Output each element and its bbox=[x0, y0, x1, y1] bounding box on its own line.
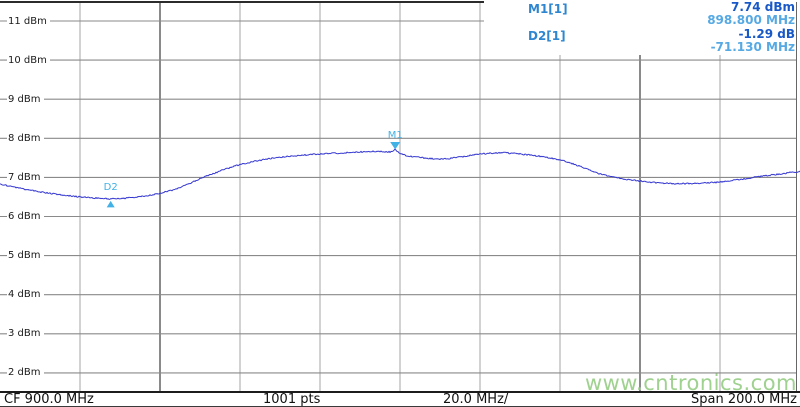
trace-line bbox=[0, 148, 800, 200]
y-axis-label: 7 dBm bbox=[7, 170, 44, 184]
y-axis-label: 4 dBm bbox=[7, 288, 44, 302]
marker-d2-amplitude: -1.29 dB bbox=[737, 27, 796, 41]
trace-marker-label-m1[interactable]: M1 bbox=[387, 129, 403, 141]
marker-m1-icon bbox=[390, 141, 401, 150]
y-axis-label: 8 dBm bbox=[7, 131, 44, 145]
y-axis-label: 9 dBm bbox=[7, 92, 44, 106]
y-axis-label: 2 dBm bbox=[7, 366, 44, 380]
marker-d2-name[interactable]: D2[1] bbox=[526, 29, 568, 43]
watermark-text: www.cntronics.com bbox=[584, 371, 797, 395]
marker-d2-icon bbox=[106, 200, 115, 208]
center-frequency-field[interactable]: CF 900.0 MHz bbox=[4, 392, 94, 407]
marker-m1-amplitude: 7.74 dBm bbox=[729, 0, 796, 14]
y-axis-label: 5 dBm bbox=[7, 249, 44, 263]
trace-marker-label-d2[interactable]: D2 bbox=[103, 182, 118, 194]
marker-m1-frequency: 898.800 MHz bbox=[706, 13, 796, 27]
y-axis-label: 10 dBm bbox=[7, 53, 50, 67]
span-field[interactable]: Span 200.0 MHz bbox=[690, 392, 797, 407]
marker-m1-name[interactable]: M1[1] bbox=[526, 2, 570, 16]
y-axis-label: 11 dBm bbox=[7, 14, 50, 28]
sweep-points-field[interactable]: 1001 pts bbox=[263, 392, 321, 407]
status-bar: CF 900.0 MHz 1001 pts 20.0 MHz/ Span 200… bbox=[0, 391, 800, 407]
marker-d2-frequency: -71.130 MHz bbox=[709, 40, 796, 54]
scale-per-division-field[interactable]: 20.0 MHz/ bbox=[443, 392, 509, 407]
y-axis-label: 6 dBm bbox=[7, 210, 44, 223]
y-axis-label: 3 dBm bbox=[7, 327, 44, 341]
